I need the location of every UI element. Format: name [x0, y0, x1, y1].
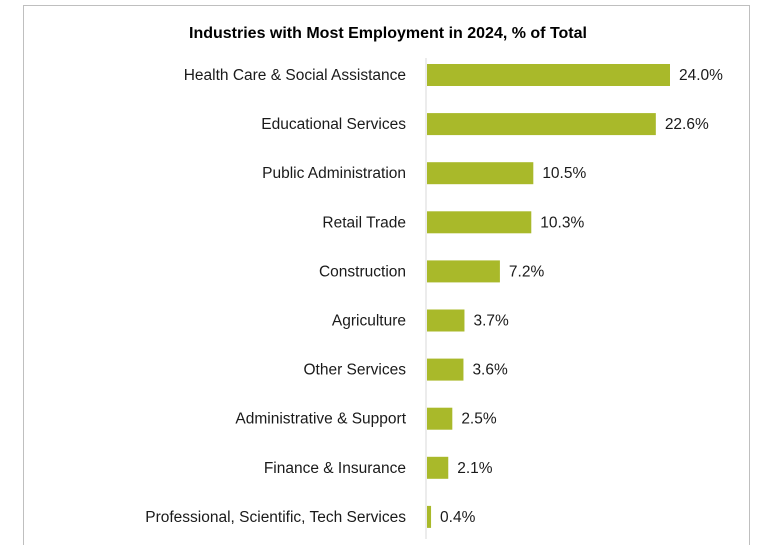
- bar: [427, 358, 464, 381]
- category-label: Professional, Scientific, Tech Services: [145, 509, 406, 526]
- chart-title: Industries with Most Employment in 2024,…: [189, 25, 587, 42]
- bar: [427, 407, 453, 430]
- category-label: Educational Services: [261, 116, 406, 133]
- category-label: Agriculture: [332, 313, 406, 330]
- bar: [427, 260, 500, 283]
- value-label: 10.3%: [540, 214, 584, 231]
- bar: [427, 162, 534, 185]
- bar: [427, 309, 465, 332]
- value-label: 3.6%: [472, 362, 508, 379]
- category-label: Finance & Insurance: [264, 460, 406, 477]
- value-label: 2.5%: [461, 411, 497, 428]
- value-label: 2.1%: [457, 460, 493, 477]
- value-label: 22.6%: [665, 116, 709, 133]
- category-label: Retail Trade: [322, 214, 406, 231]
- value-label: 24.0%: [679, 67, 723, 84]
- chart-frame: [23, 5, 750, 545]
- value-label: 0.4%: [440, 509, 476, 526]
- category-label: Administrative & Support: [235, 411, 406, 428]
- category-label: Construction: [319, 263, 406, 280]
- value-label: 7.2%: [509, 263, 545, 280]
- bars-group: Health Care & Social Assistance 24.0% Educ…: [145, 64, 723, 528]
- bar: [427, 211, 532, 234]
- value-label: 3.7%: [473, 313, 509, 330]
- bar: [427, 456, 449, 479]
- category-label: Other Services: [303, 362, 406, 379]
- bar: [427, 64, 670, 86]
- category-label: Public Administration: [262, 165, 406, 182]
- bar: [427, 505, 432, 528]
- bar: [427, 113, 656, 136]
- value-label: 10.5%: [542, 165, 586, 182]
- category-label: Health Care & Social Assistance: [184, 67, 406, 84]
